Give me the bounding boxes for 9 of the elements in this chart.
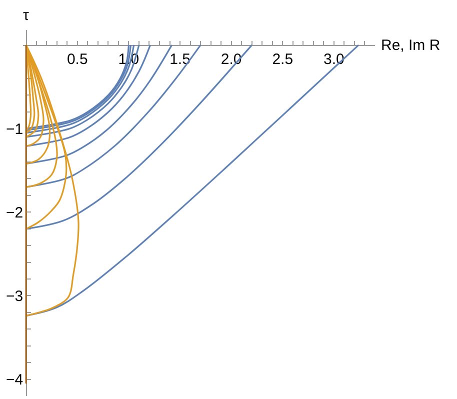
x-axis-title: Re, Im R [381, 37, 440, 54]
y-tick-label: −2 [6, 204, 24, 222]
y-tick-label: −4 [6, 372, 24, 389]
y-axis-title: τ [23, 7, 29, 24]
x-tick-label: 0.5 [66, 51, 88, 68]
y-tick-label: −3 [6, 288, 24, 305]
x-tick-label: 3.0 [324, 51, 344, 68]
x-tick-label: 2.5 [272, 51, 294, 68]
y-tick-label: −1 [6, 120, 24, 138]
